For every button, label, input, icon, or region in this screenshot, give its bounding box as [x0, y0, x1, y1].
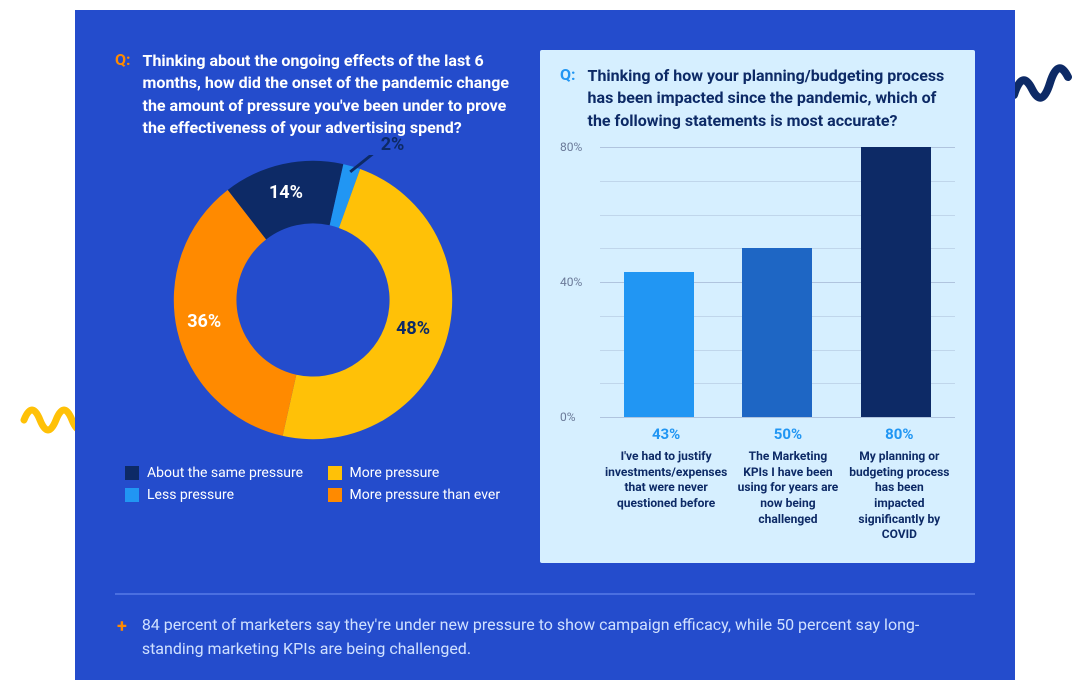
legend-label: About the same pressure: [147, 465, 303, 481]
donut-panel: Q: Thinking about the ongoing effects of…: [115, 50, 510, 563]
legend-label: More pressure than ever: [350, 487, 501, 503]
legend-swatch: [125, 488, 139, 502]
donut-slice-label: 36%: [187, 311, 221, 332]
donut-legend: About the same pressure More pressure Less…: [115, 465, 510, 503]
summary-text: 84 percent of marketers say they're unde…: [142, 613, 973, 661]
legend-item: About the same pressure: [125, 465, 308, 481]
bar-chart: 0%40%80%: [560, 147, 955, 417]
legend-swatch: [125, 466, 139, 480]
y-axis-tick: 0%: [560, 410, 576, 424]
question-text-right: Thinking of how your planning/budgeting …: [588, 65, 955, 132]
legend-label: More pressure: [350, 465, 440, 481]
bar-percent: 43%: [605, 425, 727, 443]
bar-label-col: 43% I've had to justify investments/expen…: [605, 425, 727, 543]
legend-item: More pressure: [328, 465, 511, 481]
plus-icon: +: [117, 613, 127, 640]
bar-panel: Q: Thinking of how your planning/budgeti…: [540, 50, 975, 563]
donut-chart: 14%2%48%36%: [168, 155, 458, 445]
bar-caption: My planning or budgeting process has bee…: [849, 449, 950, 543]
bar-labels: 43% I've had to justify investments/expen…: [560, 417, 955, 543]
bar-caption: I've had to justify investments/expenses…: [605, 449, 727, 511]
infographic-card: Q: Thinking about the ongoing effects of…: [75, 10, 1015, 680]
legend-swatch: [328, 466, 342, 480]
y-axis-tick: 80%: [560, 140, 582, 154]
donut-slice-label: 48%: [396, 318, 430, 339]
divider: [115, 593, 975, 595]
question-text-left: Thinking about the ongoing effects of th…: [143, 50, 510, 140]
y-axis-tick: 40%: [560, 275, 582, 289]
question-label-left: Q:: [115, 50, 131, 140]
legend-item: Less pressure: [125, 487, 308, 503]
question-label-right: Q:: [560, 65, 576, 132]
legend-item: More pressure than ever: [328, 487, 511, 503]
bar-percent: 80%: [849, 425, 950, 443]
bar-label-col: 50% The Marketing KPIs I have been using …: [737, 425, 838, 543]
summary-row: + 84 percent of marketers say they're un…: [115, 613, 975, 661]
bar-label-col: 80% My planning or budgeting process has …: [849, 425, 950, 543]
grid-line: [600, 417, 955, 418]
bar: [742, 248, 812, 417]
legend-label: Less pressure: [147, 487, 234, 503]
squiggle-right: [1009, 55, 1079, 115]
donut-slice-label: 14%: [269, 182, 303, 203]
legend-swatch: [328, 488, 342, 502]
bar-percent: 50%: [737, 425, 838, 443]
bar: [624, 272, 694, 417]
bar-caption: The Marketing KPIs I have been using for…: [737, 449, 838, 527]
bar: [861, 147, 931, 417]
donut-slice-label: 2%: [381, 134, 405, 155]
